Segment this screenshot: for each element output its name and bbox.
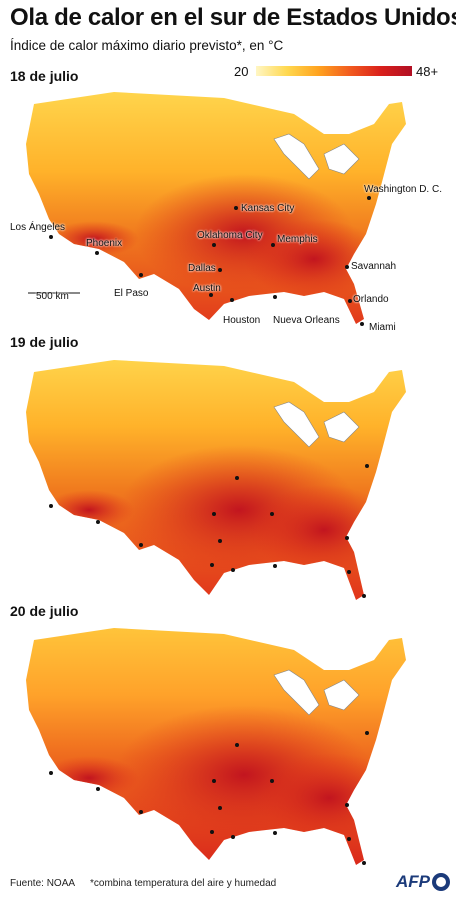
city-dot [271, 243, 275, 247]
legend-min-label: 20 [234, 64, 249, 79]
city-dot [139, 273, 143, 277]
city-label-el-paso: El Paso [114, 288, 149, 299]
legend-max-label: 48+ [416, 64, 439, 79]
city-label-washington: Washington D. C. [364, 184, 442, 195]
city-dot [367, 196, 371, 200]
city-dot [230, 298, 234, 302]
city-label-austin: Austin [193, 283, 221, 294]
heat-map-day-1 [4, 84, 452, 334]
city-label-memphis: Memphis [277, 234, 318, 245]
page-subtitle: Índice de calor máximo diario previsto*,… [10, 38, 284, 53]
city-label-dallas: Dallas [188, 263, 216, 274]
heat-map-day-3 [4, 620, 452, 870]
city-label-savannah: Savannah [351, 261, 397, 272]
city-label-houston: Houston [223, 315, 261, 326]
legend-color-scale [256, 66, 412, 76]
city-dot [348, 299, 352, 303]
city-label-oklahoma-city: Oklahoma City [197, 230, 263, 241]
page-title: Ola de calor en el sur de Estados Unidos [10, 4, 456, 31]
city-label-orlando: Orlando [353, 294, 389, 305]
city-label-phoenix: Phoenix [86, 238, 123, 249]
city-dot [273, 295, 277, 299]
afp-logo-text: AFP [396, 872, 430, 891]
city-label-miami: Miami [369, 322, 396, 333]
city-dot [95, 251, 99, 255]
city-dot [49, 235, 53, 239]
heat-map-day-2 [4, 350, 452, 605]
city-dot [218, 268, 222, 272]
city-dot [212, 243, 216, 247]
source-note: Fuente: NOAA [10, 878, 76, 889]
map-date-label: 19 de julio [10, 334, 79, 350]
scale-bar-label: 500 km [36, 291, 69, 302]
city-dot [360, 322, 364, 326]
map-date-label: 18 de julio [10, 68, 79, 84]
afp-logo: AFP [396, 872, 450, 892]
afp-logo-icon [432, 873, 450, 891]
city-label-new-orleans: Nueva Orleans [273, 315, 340, 326]
city-dot [234, 206, 238, 210]
city-label-los-angeles: Los Ángeles [10, 222, 66, 233]
city-dot [345, 265, 349, 269]
city-label-kansas-city: Kansas City [241, 203, 295, 214]
footnote: *combina temperatura del aire y humedad [90, 878, 277, 889]
city-dot [209, 293, 213, 297]
map-date-label: 20 de julio [10, 603, 79, 619]
